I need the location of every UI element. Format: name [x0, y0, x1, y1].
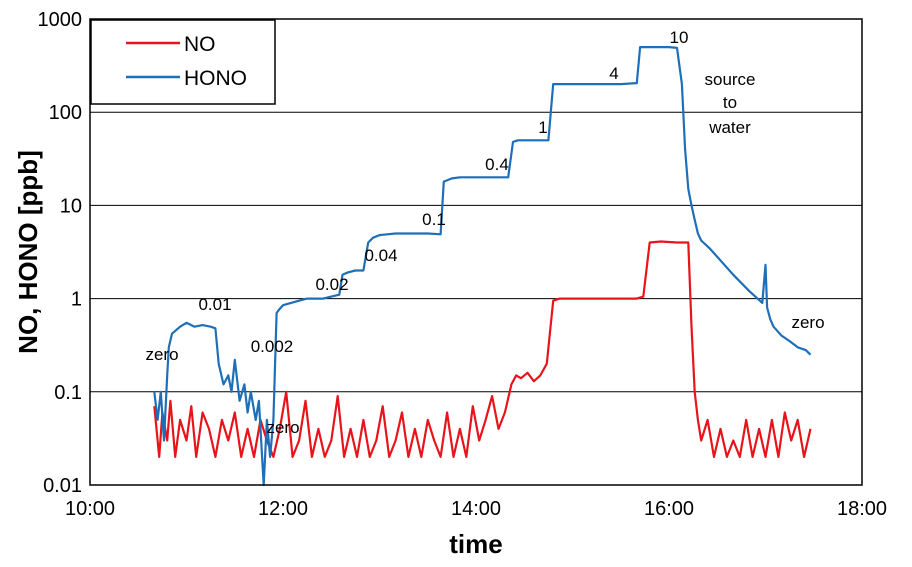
legend: NO HONO	[90, 19, 276, 105]
y-tick-label: 0.1	[54, 382, 82, 404]
x-tick-label: 16:00	[644, 498, 694, 520]
annotation-0-02: 0.02	[315, 275, 348, 294]
annotation-zero: zero	[791, 313, 824, 332]
annotation-water: water	[708, 118, 751, 137]
annotation-0-002: 0.002	[251, 337, 294, 356]
y-tick-label: 1	[71, 289, 82, 311]
y-tick-label: 0.01	[43, 475, 82, 497]
annotation-0-04: 0.04	[364, 246, 397, 265]
x-axis-title: time	[449, 529, 502, 559]
annotation-0-1: 0.1	[422, 210, 446, 229]
x-tick-label: 14:00	[451, 498, 501, 520]
annotation-0-01: 0.01	[198, 295, 231, 314]
series-line-no	[153, 240, 812, 458]
y-axis-title: NO, HONO [ppb]	[13, 150, 43, 354]
legend-label-hono: HONO	[184, 67, 247, 90]
legend-label-no: NO	[184, 33, 216, 56]
series-line-hono	[153, 46, 812, 487]
legend-box	[90, 19, 276, 105]
annotation-0-4: 0.4	[485, 155, 509, 174]
y-tick-label: 100	[49, 102, 82, 124]
annotation-source: source	[704, 70, 755, 89]
annotation-1: 1	[538, 118, 547, 137]
annotation-10: 10	[670, 28, 689, 47]
y-tick-label: 10	[60, 195, 82, 217]
annotation-to: to	[723, 93, 737, 112]
annotation-zero: zero	[266, 418, 299, 437]
x-tick-label: 18:00	[837, 498, 887, 520]
x-tick-label: 10:00	[65, 498, 115, 520]
y-axis-tick-labels: 0.01 0.1 1 10 100 1000	[38, 9, 83, 497]
plot-area-frame	[89, 18, 863, 486]
annotation-4: 4	[609, 64, 618, 83]
x-tick-label: 12:00	[258, 498, 308, 520]
step-annotations: zero 0.01 0.002 zero 0.02 0.04 0.1 0.4 1 4 10 sourc…	[145, 28, 824, 437]
series-layer	[153, 46, 812, 487]
y-tick-label: 1000	[38, 9, 83, 31]
x-axis-tick-labels: 10:00 12:00 14:00 16:00 18:00	[65, 498, 887, 520]
annotation-zero: zero	[145, 345, 178, 364]
